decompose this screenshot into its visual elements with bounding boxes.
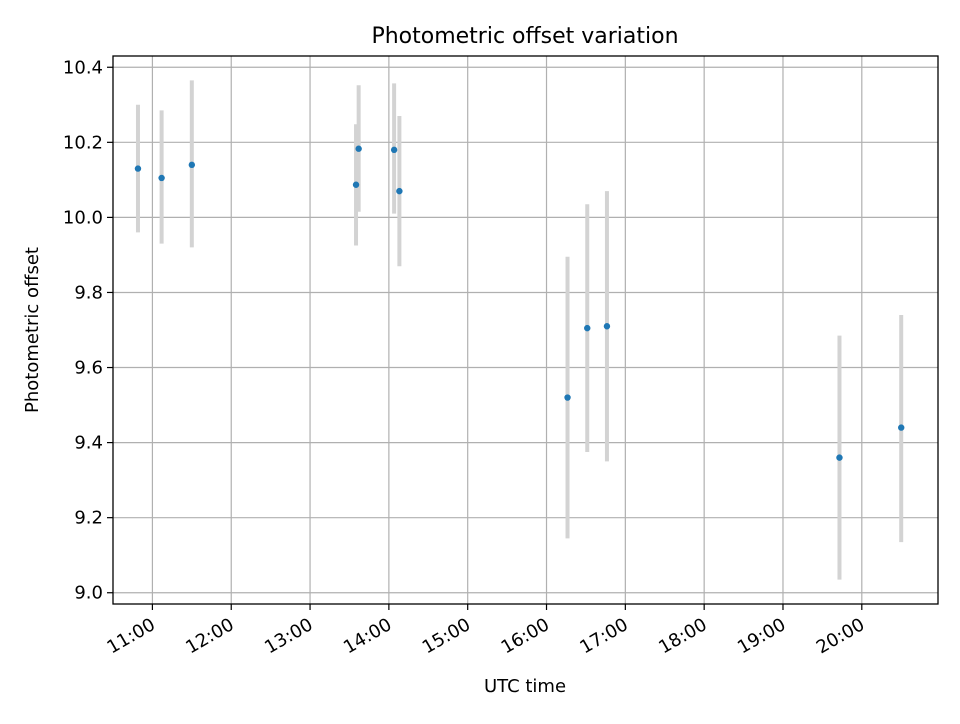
y-tick-label: 10.4 bbox=[63, 57, 103, 78]
data-point bbox=[355, 145, 362, 152]
data-point bbox=[836, 454, 843, 461]
data-point bbox=[898, 424, 905, 431]
y-tick-label: 9.6 bbox=[74, 358, 103, 379]
y-tick-label: 9.0 bbox=[74, 583, 103, 604]
data-point bbox=[188, 161, 196, 169]
data-point bbox=[584, 324, 591, 332]
data-point bbox=[352, 181, 360, 188]
grid-layer bbox=[113, 56, 938, 604]
data-point bbox=[396, 187, 403, 195]
point-layer bbox=[134, 145, 905, 461]
data-point bbox=[158, 174, 165, 182]
y-tick-label: 9.8 bbox=[74, 282, 103, 303]
y-tick-label: 10.0 bbox=[63, 207, 103, 228]
data-point bbox=[603, 323, 611, 330]
data-point bbox=[134, 165, 142, 172]
plot-frame bbox=[112, 55, 939, 605]
y-tick-layer: 9.0 9.2 9.4 9.6 9.8 10.0 10.2 10.4 bbox=[63, 57, 113, 604]
chart-title: Photometric offset variation bbox=[371, 24, 678, 49]
x-axis-label: UTC time bbox=[484, 676, 566, 697]
y-axis-label: Photometric offset bbox=[22, 247, 43, 413]
y-tick-label: 9.4 bbox=[74, 433, 103, 454]
y-tick-label: 9.2 bbox=[74, 508, 103, 529]
y-tick-label: 10.2 bbox=[63, 132, 103, 153]
data-point bbox=[564, 394, 571, 401]
data-point bbox=[390, 146, 398, 154]
